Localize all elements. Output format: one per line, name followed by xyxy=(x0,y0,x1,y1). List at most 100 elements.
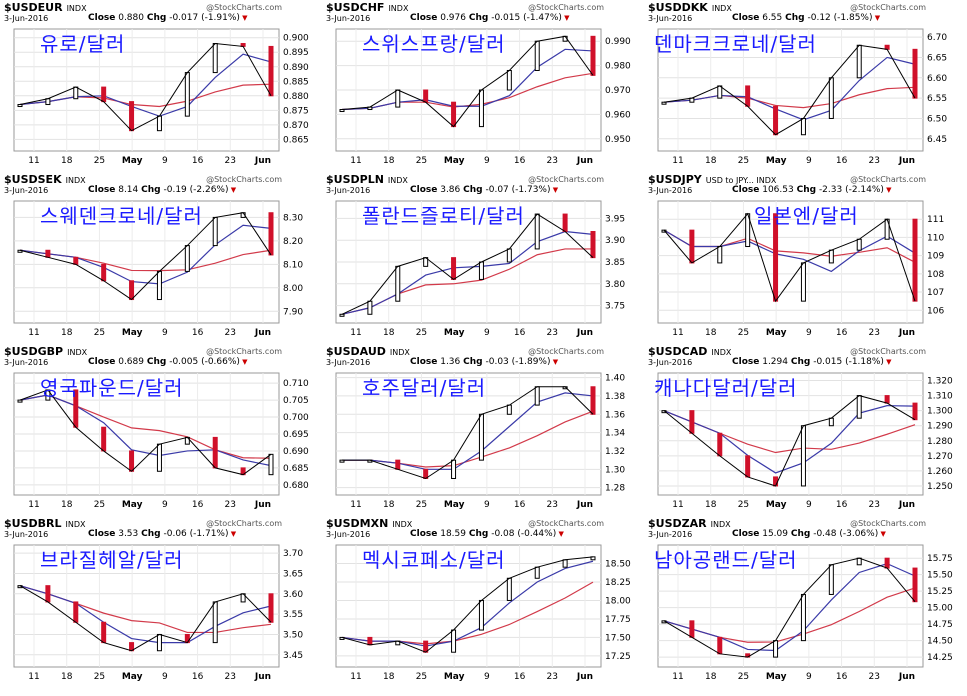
date-label: 3-Jun-2016 xyxy=(4,14,49,23)
price-bar xyxy=(451,629,457,653)
chg-value: -0.017 (-1.91%) xyxy=(169,13,240,23)
date-label: 3-Jun-2016 xyxy=(326,14,371,23)
plot-area: 18.50 18.25 18.00 17.75 17.50 17.25 11 18 25 May 9… xyxy=(335,544,631,682)
x-tick-label: 11 xyxy=(672,328,683,338)
y-tick-label: 6.60 xyxy=(927,74,947,84)
x-tick-label: 18 xyxy=(61,500,73,510)
x-tick-label: 18 xyxy=(705,500,717,510)
chg-label: Chg xyxy=(796,185,817,195)
y-tick-label: 7.90 xyxy=(283,307,303,317)
x-tick-label: 23 xyxy=(547,500,558,510)
price-bar xyxy=(534,213,540,250)
price-bar xyxy=(129,450,135,472)
y-tick-label: 14.75 xyxy=(927,620,953,630)
overlay-title: 브라질헤알/달러 xyxy=(40,548,184,572)
overlay-title: 일본엔/달러 xyxy=(754,204,859,228)
x-tick-label: Jun xyxy=(576,672,593,682)
y-tick-label: 0.980 xyxy=(605,62,631,72)
symbol: $USDPLN INDX xyxy=(326,173,408,186)
y-tick-label: 1.250 xyxy=(927,482,953,492)
x-tick-label: 18 xyxy=(383,328,395,338)
date-label: 3-Jun-2016 xyxy=(4,186,49,195)
price-bar xyxy=(339,313,345,317)
y-tick-label: 3.70 xyxy=(283,549,303,559)
x-tick-label: 11 xyxy=(350,328,361,338)
close-value: 0.880 xyxy=(118,13,144,23)
y-tick-label: 6.50 xyxy=(927,114,947,124)
y-tick-label: 3.45 xyxy=(283,651,303,661)
down-triangle-icon: ▼ xyxy=(228,530,237,538)
price-bar xyxy=(745,85,751,107)
price-bar xyxy=(268,593,274,623)
symbol-text: $USDPLN xyxy=(326,173,384,186)
x-tick-label: 25 xyxy=(738,156,749,166)
price-bar xyxy=(828,417,834,427)
x-tick-label: 16 xyxy=(514,328,526,338)
y-tick-label: 8.10 xyxy=(283,260,303,270)
y-tick-label: 0.680 xyxy=(283,481,309,491)
close-label: Close xyxy=(410,13,438,23)
x-tick-label: 25 xyxy=(738,500,749,510)
price-bar xyxy=(184,245,190,272)
price-bar xyxy=(45,249,51,258)
x-tick-label: 25 xyxy=(416,328,427,338)
x-tick-label: 9 xyxy=(484,156,490,166)
close-label: Close xyxy=(410,529,438,539)
x-tick-label: 18 xyxy=(383,156,395,166)
y-tick-label: 0.700 xyxy=(283,413,309,423)
x-tick-label: 16 xyxy=(192,328,204,338)
chart-panel-usdmxn: $USDMXN INDX @StockCharts.com 3-Jun-2016 Clo… xyxy=(322,517,644,690)
moving-average-short xyxy=(342,392,594,470)
plot-frame xyxy=(335,372,602,496)
plot-area: 1.320 1.310 1.300 1.290 1.280 1.270 1.260 1.250… xyxy=(657,372,953,510)
price-bar xyxy=(562,213,568,232)
price-bar xyxy=(800,425,806,487)
y-tick-label: 0.885 xyxy=(283,77,309,87)
y-tick-label: 110 xyxy=(927,233,944,243)
watermark: @StockCharts.com xyxy=(528,3,604,12)
overlay-title: 폴란드즐로티/달러 xyxy=(362,204,525,228)
x-tick-label: Jun xyxy=(254,500,271,510)
x-tick-label: 25 xyxy=(94,672,105,682)
x-tick-label: 18 xyxy=(383,672,395,682)
x-tick-label: 18 xyxy=(705,156,717,166)
price-bar xyxy=(156,115,162,132)
date-label: 3-Jun-2016 xyxy=(326,186,371,195)
overlay-title: 호주달러/달러 xyxy=(362,376,487,400)
y-tick-label: 0.685 xyxy=(283,464,309,474)
price-bar xyxy=(212,43,218,74)
close-label: Close xyxy=(732,185,760,195)
y-tick-label: 6.55 xyxy=(927,94,947,104)
y-tick-label: 18.00 xyxy=(605,596,631,606)
watermark: @StockCharts.com xyxy=(206,175,282,184)
x-tick-label: Jun xyxy=(898,328,915,338)
x-tick-label: 23 xyxy=(869,328,880,338)
price-bar xyxy=(184,72,190,117)
quote-line: Close 0.880 Chg -0.017 (-1.91%) ▼ xyxy=(88,13,248,23)
plot-frame xyxy=(335,544,602,668)
down-triangle-icon: ▼ xyxy=(883,186,892,194)
x-tick-label: May xyxy=(444,500,465,510)
price-bar xyxy=(856,238,862,251)
x-tick-label: 11 xyxy=(672,500,683,510)
date-label: 3-Jun-2016 xyxy=(648,358,693,367)
symbol-text: $USDGBP xyxy=(4,345,64,358)
symbol-text: $USDZAR xyxy=(648,517,707,530)
watermark: @StockCharts.com xyxy=(850,519,926,528)
y-tick-label: 6.70 xyxy=(927,33,947,43)
moving-average-short xyxy=(341,560,594,647)
chg-value: -0.07 (-1.73%) xyxy=(485,185,551,195)
moving-average-short xyxy=(19,224,272,285)
price-bar xyxy=(884,395,890,404)
price-bar xyxy=(451,101,457,128)
price-line xyxy=(663,395,916,487)
watermark: @StockCharts.com xyxy=(206,519,282,528)
price-bar xyxy=(800,593,806,642)
x-tick-label: 9 xyxy=(806,156,812,166)
chg-value: -0.015 (-1.18%) xyxy=(813,357,884,367)
close-label: Close xyxy=(88,529,116,539)
quote-line: Close 1.294 Chg -0.015 (-1.18%) ▼ xyxy=(732,357,892,367)
price-bar xyxy=(45,585,51,603)
symbol-text: $USDEUR xyxy=(4,1,63,14)
price-bar xyxy=(689,620,695,638)
